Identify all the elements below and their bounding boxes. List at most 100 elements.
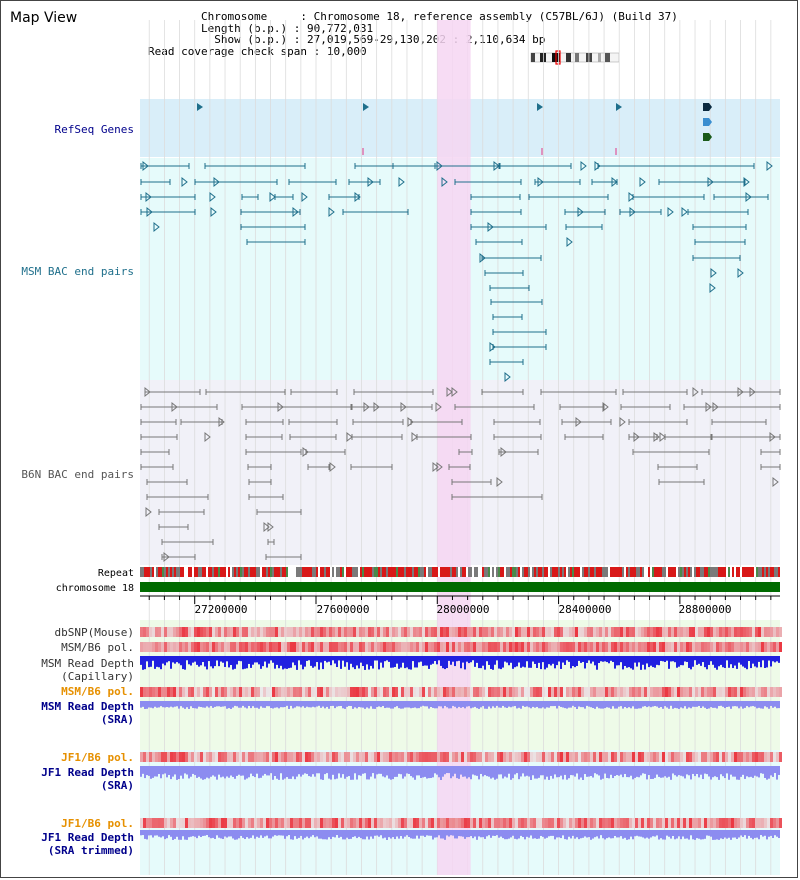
refseq-genes-label[interactable]: RefSeq Genes [55, 123, 134, 136]
msm-depth-sra-bar [282, 701, 284, 708]
msm-pol2-cell [467, 687, 470, 697]
msm-depth-capillary-bar [714, 656, 716, 668]
refseq-genes-track[interactable] [197, 103, 712, 155]
jf1-depth-trim-bar [560, 830, 562, 839]
msm-bac-pair-marker [213, 176, 220, 188]
msm-pol2-cell [248, 687, 251, 697]
msm-depth-capillary-bar [300, 656, 302, 665]
repeat-block [306, 567, 308, 577]
msm-depth-capillary-bar [198, 656, 200, 667]
b6n-bac-pair-marker [772, 476, 779, 488]
jf1-depth-trim-bar [238, 830, 240, 839]
jf1-depth-sra-bar [718, 766, 720, 780]
jf1-read-depth-trimmed-label: JF1 Read Depth [41, 831, 134, 844]
msm-pol-cell [764, 642, 767, 652]
msm-bac-pair-marker [710, 267, 717, 279]
msm-depth-capillary-bar [240, 656, 242, 662]
msm-pol-cell [545, 642, 548, 652]
msm-bac-track[interactable] [140, 160, 773, 383]
msm-depth-sra-bar [702, 701, 704, 707]
jf1-pol-cell [332, 752, 335, 762]
dbsnp-cell [410, 627, 413, 637]
msm-bac-label[interactable]: MSM BAC end pairs [21, 265, 134, 278]
repeat-block [376, 567, 378, 577]
msm-pol2-cell [254, 687, 257, 697]
jf1-pol2-cell [518, 818, 521, 828]
msm-depth-capillary-bar [476, 656, 478, 663]
repeat-block [396, 567, 398, 577]
jf1-depth-trim-bar [678, 830, 680, 837]
jf1-pol-cell [458, 752, 461, 762]
msm-pol2-cell [422, 687, 425, 697]
jf1-depth-sra-bar [664, 766, 666, 777]
jf1-pol-cell [734, 752, 737, 762]
msm-depth-capillary-bar [348, 656, 350, 670]
msm-pol2-cell [242, 687, 245, 697]
msm-depth-capillary-bar [568, 656, 570, 662]
jf1-depth-trim-bar [156, 830, 158, 836]
length-info-line: Length (b.p.) : 90,772,031 [200, 21, 374, 35]
msm-depth-capillary-bar [576, 656, 578, 666]
jf1-pol2-cell [323, 818, 326, 828]
msm-depth-capillary-bar [474, 656, 476, 667]
dbsnp-cell [308, 627, 311, 637]
msm-depth-capillary-bar [316, 656, 318, 663]
msm-depth-sra-bar [440, 701, 442, 707]
dbsnp-cell [620, 627, 623, 637]
jf1-depth-trim-bar [722, 830, 724, 840]
jf1-depth-trim-bar [316, 830, 318, 837]
jf1-depth-sra-bar [698, 766, 700, 778]
msm-depth-sra-bar [532, 701, 534, 707]
msm-depth-sra-bar [582, 701, 584, 708]
jf1-depth-sra-bar [222, 766, 224, 777]
jf1-pol2-cell [485, 818, 488, 828]
msm-pol2-cell [290, 687, 293, 697]
jf1-depth-trim-bar [252, 830, 254, 836]
msm-depth-capillary-bar [684, 656, 686, 662]
jf1-depth-sra-bar [436, 766, 438, 775]
jf1-pol2-cell [566, 818, 569, 828]
chromosome-ideogram[interactable] [530, 50, 620, 65]
msm-depth-sra-bar [748, 701, 750, 708]
b6n-bac-track[interactable] [140, 386, 781, 563]
msm-depth-sra-bar [680, 701, 682, 708]
jf1-depth-sra-bar [244, 766, 246, 780]
msm-depth-capillary-bar [290, 656, 292, 668]
jf1-depth-sra-bar [772, 766, 774, 777]
msm-pol2-cell [473, 687, 476, 697]
msm-pol-cell [755, 642, 758, 652]
msm-depth-capillary-bar [150, 656, 152, 667]
msm-depth-sra-bar [688, 701, 690, 708]
msm-depth-sra-bar [304, 701, 306, 708]
dbsnp-cell [449, 627, 452, 637]
msm-pol-cell [497, 642, 500, 652]
repeat-block [468, 567, 470, 577]
msm-pol2-cell [287, 687, 290, 697]
msm-pol-cell [146, 642, 149, 652]
jf1-depth-trim-bar [256, 830, 258, 837]
jf1-depth-sra-bar [594, 766, 596, 774]
msm-pol2-cell [188, 687, 191, 697]
dbsnp-cell [464, 627, 467, 637]
dbsnp-cell [614, 627, 617, 637]
msm-depth-sra-bar [260, 701, 262, 707]
msm-pol-cell [515, 642, 518, 652]
msm-pol2-cell [152, 687, 155, 697]
repeat-block [704, 567, 706, 577]
dbsnp-cell [371, 627, 374, 637]
jf1-depth-sra-bar [440, 766, 442, 780]
jf1-pol2-cell [203, 818, 206, 828]
msm-pol2-cell [263, 687, 266, 697]
jf1-depth-sra-bar [522, 766, 524, 774]
b6n-bac-label[interactable]: B6N BAC end pairs [21, 468, 134, 481]
msm-depth-capillary-bar [496, 656, 498, 661]
msm-depth-sra-bar [466, 701, 468, 707]
jf1-depth-trim-bar [748, 830, 750, 836]
jf1-depth-trim-bar [206, 830, 208, 836]
msm-depth-sra-bar [174, 701, 176, 707]
jf1-pol2-cell [272, 818, 275, 828]
msm-depth-capillary-bar [710, 656, 712, 662]
jf1-depth-sra-bar [730, 766, 732, 775]
b6n-bac-pair-marker [712, 401, 719, 413]
length-label: Length (b.p.) [200, 21, 288, 35]
